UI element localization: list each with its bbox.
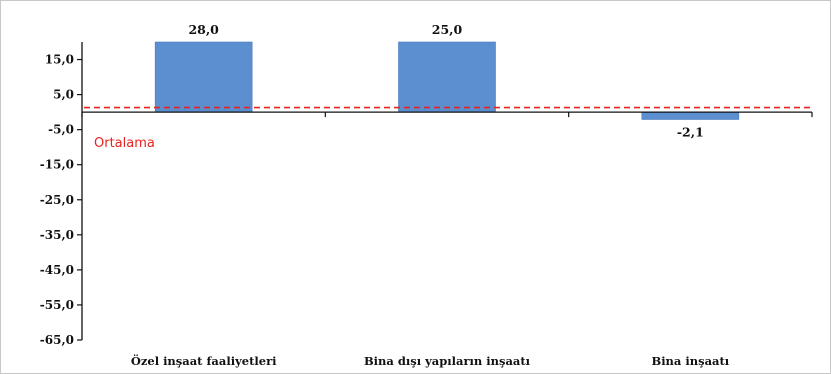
bars-group [154,41,740,120]
y-tick-label: -15,0 [40,158,74,172]
y-tick-label: -35,0 [40,228,74,242]
category-label: Bina inşaatı [651,354,729,368]
average-reference-label: Ortalama [94,136,155,151]
category-label: Bina dışı yapıların inşaatı [364,354,531,368]
bar [398,41,496,113]
y-tick-label: 15,0 [45,53,74,67]
y-tick-label: 5,0 [53,88,74,102]
bar [154,41,253,113]
x-axis-ticks [81,112,813,118]
data-labels-group: 28,0 25,0 -2,1 [188,22,703,139]
bar [641,111,740,120]
y-tick-label: -45,0 [40,263,74,277]
y-tick-label: -25,0 [40,193,74,207]
y-tick-label: -65,0 [40,333,74,347]
y-tick-label: -5,0 [48,123,74,137]
data-label: -2,1 [677,124,704,139]
category-labels-group: Özel inşaat faaliyetleri Bina dışı yapıla… [131,354,730,368]
data-label: 25,0 [432,22,463,37]
category-label: Özel inşaat faaliyetleri [131,354,277,368]
data-label: 28,0 [188,22,219,37]
y-tick-label: -55,0 [40,298,74,312]
y-axis: 15,0 5,0 -5,0 -15,0 -25,0 -35,0 -45,0 -55,0 -65,… [40,42,83,347]
